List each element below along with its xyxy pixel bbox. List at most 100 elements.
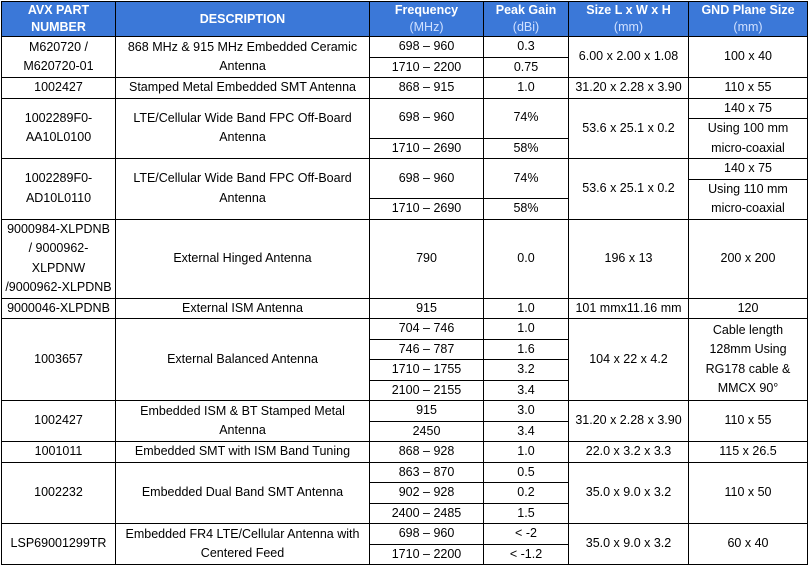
frequency: 868 – 915 [369, 77, 484, 99]
description: External Balanced Antenna [115, 318, 370, 401]
table-row: 9000046-XLPDNB External ISM Antenna 915 1.0… [1, 297, 808, 319]
peak-gain: < -1.2 [483, 543, 569, 565]
size: 22.0 x 3.2 x 3.3 [568, 441, 689, 463]
gnd-plane: 110 x 50 [688, 461, 808, 524]
part-number: 1002232 [1, 461, 116, 524]
header-title: GND Plane Size [701, 3, 795, 17]
description: 868 MHz & 915 MHz Embedded Ceramic Anten… [115, 36, 370, 78]
size: 6.00 x 2.00 x 1.08 [568, 36, 689, 78]
gnd-line: Using 100 mm micro-coaxial [689, 118, 807, 158]
part-number: 1003657 [1, 318, 116, 401]
table-row: LSP69001299TR Embedded FR4 LTE/Cellular A… [1, 523, 808, 565]
gnd-plane: 200 x 200 [688, 218, 808, 299]
table-row: M620720 / M620720-01 868 MHz & 915 MHz Em… [1, 36, 808, 78]
peak-gain: 1.0 [483, 441, 569, 463]
part-number: LSP69001299TR [1, 523, 116, 565]
table-body: M620720 / M620720-01 868 MHz & 915 MHz Em… [1, 36, 808, 565]
header-title: Frequency [394, 3, 459, 17]
size: 31.20 x 2.28 x 3.90 [568, 400, 689, 442]
header-row: AVX PART NUMBER DESCRIPTION Frequency (MHz)… [1, 1, 808, 37]
gnd-line: 120 [737, 300, 759, 315]
frequency: 698 – 960 [369, 523, 484, 545]
description: LTE/Cellular Wide Band FPC Off-Board Ant… [115, 97, 370, 159]
gnd-line: 110 x 50 [724, 485, 772, 499]
header-title: DESCRIPTION [199, 11, 286, 26]
description: Stamped Metal Embedded SMT Antenna [115, 77, 370, 99]
description: External Hinged Antenna [115, 218, 370, 299]
frequency: 1710 – 2690 [369, 198, 484, 220]
header-title: Peak Gain [495, 3, 557, 17]
size: 101 mmx11.16 mm [568, 297, 689, 319]
frequency: 1710 – 2690 [369, 137, 484, 159]
frequency: 1710 – 2200 [369, 56, 484, 78]
description: Embedded SMT with ISM Band Tuning [115, 441, 370, 463]
gnd-line: 110 x 55 [724, 80, 772, 94]
antenna-table: AVX PART NUMBER DESCRIPTION Frequency (MHz)… [1, 1, 808, 565]
size: 31.20 x 2.28 x 3.90 [568, 77, 689, 99]
part-number: 9000984-XLPDNB / 9000962-XLPDNW /9000962… [1, 218, 116, 299]
gnd-plane: 60 x 40 [688, 523, 808, 565]
frequency: 746 – 787 [369, 338, 484, 360]
peak-gain: 0.75 [483, 56, 569, 78]
frequency: 2400 – 2485 [369, 502, 484, 524]
size: 104 x 22 x 4.2 [568, 318, 689, 401]
peak-gain: 3.4 [483, 420, 569, 442]
peak-gain: 1.6 [483, 338, 569, 360]
gnd-line: Cable length 128mm Using RG178 cable & M… [705, 322, 791, 396]
gnd-plane: 100 x 40 [688, 36, 808, 78]
header-cell: GND Plane Size (mm) [688, 1, 808, 37]
table-row: 1002232 Embedded Dual Band SMT Antenna 863… [1, 461, 808, 524]
peak-gain: 0.3 [483, 36, 569, 58]
gnd-line: Using 110 mm micro-coaxial [689, 178, 807, 219]
peak-gain: 0.2 [483, 482, 569, 504]
gnd-line: 110 x 55 [724, 413, 772, 428]
description: Embedded Dual Band SMT Antenna [115, 461, 370, 524]
description: Embedded FR4 LTE/Cellular Antenna with C… [115, 523, 370, 565]
table-row: 1710 – 2200 < -1.2 [2, 543, 808, 565]
gnd-line: 115 x 26.5 [719, 444, 777, 458]
header-cell: Size L x W x H (mm) [568, 1, 689, 37]
frequency: 698 – 960 [369, 36, 484, 58]
peak-gain: 3.2 [483, 359, 569, 381]
peak-gain: 3.4 [483, 379, 569, 401]
gnd-plane: Cable length 128mm Using RG178 cable & M… [688, 318, 808, 401]
frequency: 915 [369, 297, 484, 319]
table-row: 2450 3.4 [2, 420, 808, 442]
peak-gain: 74% [483, 97, 569, 139]
gnd-line: 140 x 75 [724, 161, 772, 175]
frequency: 698 – 960 [369, 158, 484, 199]
peak-gain: 0.0 [483, 218, 569, 299]
peak-gain: 1.5 [483, 502, 569, 524]
frequency: 1710 – 2200 [369, 543, 484, 565]
gnd-plane: 115 x 26.5 [688, 441, 808, 463]
peak-gain: 58% [483, 137, 569, 159]
table-row: 902 – 928 0.2 [2, 482, 808, 504]
frequency: 1710 – 1755 [369, 359, 484, 381]
gnd-plane: 110 x 55 [688, 400, 808, 442]
table-row: 1002427 Embedded ISM & BT Stamped Metal A… [1, 400, 808, 442]
gnd-line: 60 x 40 [727, 536, 769, 551]
table-row: 1710 – 1755 3.2 [2, 359, 808, 381]
frequency: 704 – 746 [369, 318, 484, 340]
table-row: 9000984-XLPDNB / 9000962-XLPDNW /9000962… [1, 218, 808, 299]
gnd-plane: 140 x 75 Using 100 mm micro-coaxial [688, 97, 808, 159]
table-row: 1003657 External Balanced Antenna 704 – 74… [1, 318, 808, 401]
part-number: 1001011 [1, 441, 116, 463]
part-number: 1002427 [1, 400, 116, 442]
header-cell: DESCRIPTION [115, 1, 370, 37]
peak-gain: < -2 [483, 523, 569, 545]
frequency: 698 – 960 [369, 97, 484, 139]
description: Embedded ISM & BT Stamped Metal Antenna [115, 400, 370, 442]
description: External ISM Antenna [115, 297, 370, 319]
peak-gain: 1.0 [483, 297, 569, 319]
size: 35.0 x 9.0 x 3.2 [568, 523, 689, 565]
frequency: 868 – 928 [369, 441, 484, 463]
header-title: Size L x W x H [586, 3, 671, 17]
header-cell: Peak Gain (dBi) [483, 1, 569, 37]
part-number: M620720 / M620720-01 [1, 36, 116, 78]
peak-gain: 3.0 [483, 400, 569, 422]
table-row: 1710 – 2690 58% [2, 198, 808, 220]
header-unit: (dBi) [512, 20, 540, 34]
header-unit: (mm) [733, 20, 763, 34]
